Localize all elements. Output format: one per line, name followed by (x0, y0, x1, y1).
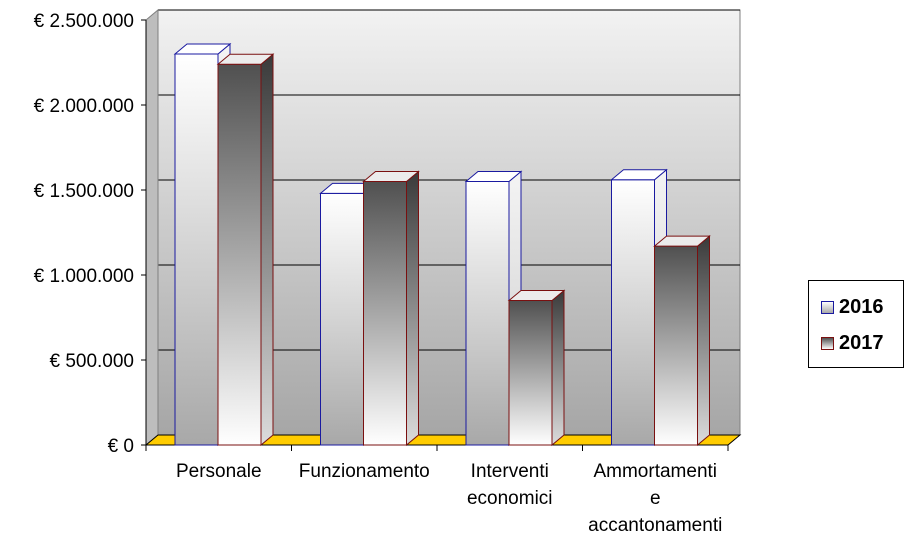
bar-2016-1 (319, 182, 377, 447)
bar-side (406, 170, 419, 447)
bar-top (507, 290, 566, 301)
bar-front (217, 63, 262, 446)
legend-swatch-2017 (821, 336, 834, 350)
x-category-label-line: Personale (176, 461, 262, 482)
x-category-label: Ammortamenti e accantonamenti (588, 461, 722, 536)
x-category-label-line: economici (467, 488, 553, 509)
bar-top (610, 169, 668, 181)
bar-side (260, 53, 274, 447)
bar-2016-3 (610, 168, 668, 447)
legend-item-2017: 2017 (821, 331, 884, 355)
bar-front (654, 245, 698, 446)
bar-2017-2 (507, 289, 566, 447)
bar-front (174, 53, 219, 446)
bar-front (508, 300, 553, 446)
plot-side-wall (145, 8, 159, 447)
bar-2017-1 (362, 170, 420, 447)
y-tick-label: € 2.000.000 (34, 96, 134, 117)
x-category-label-line: Interventi (471, 461, 549, 482)
bar-top (653, 235, 711, 247)
legend-swatch-2016 (821, 300, 834, 314)
legend-label-2016: 2016 (839, 295, 884, 318)
x-category-label: Personale (176, 461, 262, 482)
bar-front (611, 179, 655, 446)
bar-top (173, 43, 232, 55)
chart-legend: 2016 2017 (808, 280, 904, 368)
y-tick-label: € 500.000 (49, 351, 134, 372)
bar-top (362, 171, 420, 182)
bar-side (697, 235, 710, 447)
x-category-label: Interventi economici (467, 461, 553, 509)
bar-side (551, 289, 565, 447)
bar-top (464, 171, 523, 182)
x-category-label: Funzionamento (299, 461, 430, 482)
bar-top (216, 53, 275, 65)
x-category-label-line: e (650, 488, 661, 509)
bar-2017-3 (653, 235, 711, 447)
x-category-label-line: Ammortamenti (593, 461, 717, 482)
legend-label-2017: 2017 (839, 331, 884, 354)
y-tick-label: € 0 (108, 436, 134, 457)
bar-front (320, 192, 364, 446)
y-tick-label: € 1.000.000 (34, 266, 134, 287)
x-category-label-line: Funzionamento (299, 461, 430, 482)
y-tick-label: € 1.500.000 (34, 181, 134, 202)
legend-item-2016: 2016 (821, 295, 884, 319)
y-tick-label: € 2.500.000 (34, 11, 134, 32)
bar-front (465, 181, 510, 446)
bar-2017-0 (216, 53, 275, 447)
x-category-label-line: accantonamenti (588, 515, 722, 536)
bar-front (363, 181, 407, 446)
